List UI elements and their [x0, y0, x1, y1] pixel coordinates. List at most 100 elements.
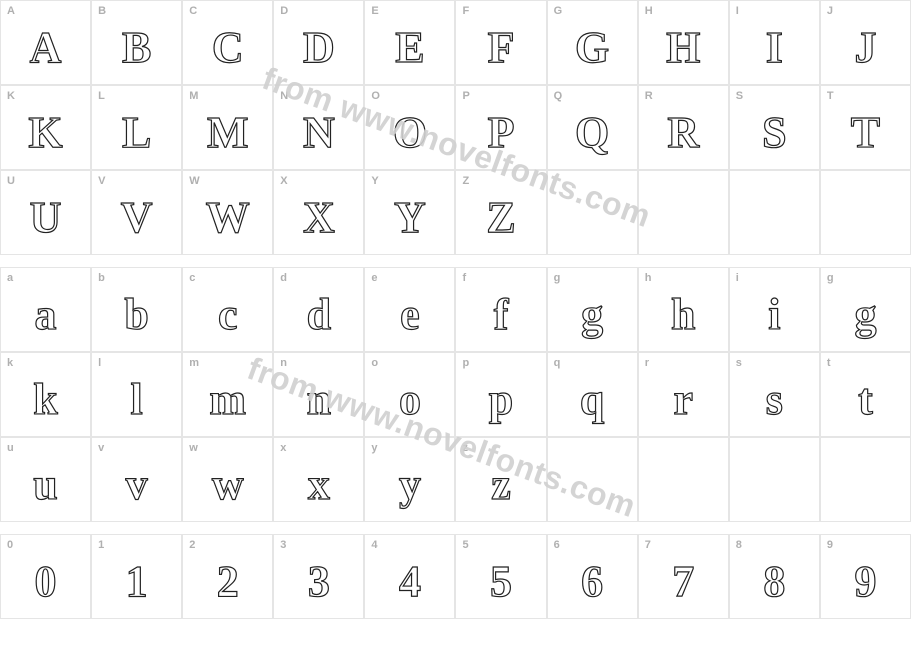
- cell-key: 4: [371, 539, 377, 551]
- cell-key: W: [189, 175, 199, 187]
- cell-glyph: m: [209, 378, 246, 422]
- cell-glyph: p: [489, 378, 513, 422]
- glyph-cell: GG: [547, 0, 638, 85]
- glyph-cell: [638, 437, 729, 522]
- cell-glyph: O: [393, 111, 427, 155]
- cell-key: T: [827, 90, 834, 102]
- cell-glyph: 3: [308, 560, 330, 604]
- glyph-cell: DD: [273, 0, 364, 85]
- cell-key: I: [736, 5, 739, 17]
- cell-key: g: [554, 272, 561, 284]
- glyph-cell: HH: [638, 0, 729, 85]
- cell-glyph: A: [30, 26, 62, 70]
- glyph-cell: 00: [0, 534, 91, 619]
- cell-key: F: [462, 5, 469, 17]
- cell-glyph: P: [488, 111, 515, 155]
- cell-glyph: B: [122, 26, 151, 70]
- cell-key: K: [7, 90, 15, 102]
- cell-key: X: [280, 175, 287, 187]
- cell-key: c: [189, 272, 195, 284]
- cell-glyph: x: [308, 463, 330, 507]
- glyph-cell: cc: [182, 267, 273, 352]
- cell-glyph: o: [399, 378, 421, 422]
- cell-key: u: [7, 442, 14, 454]
- cell-key: a: [7, 272, 13, 284]
- cell-key: v: [98, 442, 104, 454]
- cell-key: 8: [736, 539, 742, 551]
- glyph-row: 00112233445566778899: [0, 534, 911, 619]
- glyph-cell: dd: [273, 267, 364, 352]
- cell-glyph: z: [491, 463, 511, 507]
- glyph-cell: ZZ: [455, 170, 546, 255]
- glyph-cell: uu: [0, 437, 91, 522]
- cell-key: f: [462, 272, 466, 284]
- cell-glyph: d: [307, 293, 331, 337]
- cell-glyph: g: [854, 293, 876, 337]
- cell-key: o: [371, 357, 378, 369]
- cell-glyph: 0: [35, 560, 57, 604]
- cell-key: C: [189, 5, 197, 17]
- cell-key: y: [371, 442, 377, 454]
- cell-glyph: l: [131, 378, 143, 422]
- section-lowercase: aabbccddeeffgghhiiggkkllmmnnooppqqrrsstt…: [0, 267, 911, 522]
- glyph-cell: WW: [182, 170, 273, 255]
- cell-glyph: 5: [490, 560, 512, 604]
- cell-key: S: [736, 90, 743, 102]
- glyph-cell: VV: [91, 170, 182, 255]
- cell-glyph: T: [851, 111, 880, 155]
- cell-key: 6: [554, 539, 560, 551]
- cell-key: m: [189, 357, 199, 369]
- glyph-cell: BB: [91, 0, 182, 85]
- glyph-cell: SS: [729, 85, 820, 170]
- glyph-cell: 55: [455, 534, 546, 619]
- glyph-row: aabbccddeeffgghhiigg: [0, 267, 911, 352]
- glyph-cell: [729, 437, 820, 522]
- cell-key: h: [645, 272, 652, 284]
- glyph-cell: TT: [820, 85, 911, 170]
- cell-glyph: J: [854, 26, 876, 70]
- cell-glyph: 2: [217, 560, 239, 604]
- cell-glyph: V: [121, 196, 153, 240]
- glyph-row: uuvvwwxxyyzz: [0, 437, 911, 522]
- glyph-cell: II: [729, 0, 820, 85]
- cell-key: x: [280, 442, 286, 454]
- glyph-cell: RR: [638, 85, 729, 170]
- glyph-cell: OO: [364, 85, 455, 170]
- cell-glyph: a: [35, 293, 57, 337]
- glyph-cell: 44: [364, 534, 455, 619]
- glyph-cell: qq: [547, 352, 638, 437]
- cell-key: q: [554, 357, 561, 369]
- cell-glyph: 1: [126, 560, 148, 604]
- glyph-row: AABBCCDDEEFFGGHHIIJJ: [0, 0, 911, 85]
- cell-key: 0: [7, 539, 13, 551]
- glyph-row: kkllmmnnooppqqrrsstt: [0, 352, 911, 437]
- section-spacer: [0, 255, 911, 267]
- glyph-cell: NN: [273, 85, 364, 170]
- cell-glyph: k: [33, 378, 57, 422]
- glyph-cell: 33: [273, 534, 364, 619]
- cell-key: e: [371, 272, 377, 284]
- cell-glyph: 8: [763, 560, 785, 604]
- cell-glyph: Q: [575, 111, 609, 155]
- cell-key: p: [462, 357, 469, 369]
- section-spacer: [0, 522, 911, 534]
- cell-glyph: s: [766, 378, 783, 422]
- cell-glyph: G: [575, 26, 609, 70]
- glyph-cell: ss: [729, 352, 820, 437]
- cell-key: R: [645, 90, 653, 102]
- cell-glyph: K: [28, 111, 62, 155]
- cell-glyph: 6: [581, 560, 603, 604]
- glyph-cell: PP: [455, 85, 546, 170]
- glyph-cell: oo: [364, 352, 455, 437]
- cell-key: g: [827, 272, 834, 284]
- cell-key: D: [280, 5, 288, 17]
- cell-key: l: [98, 357, 101, 369]
- cell-key: L: [98, 90, 105, 102]
- cell-key: O: [371, 90, 380, 102]
- cell-glyph: H: [666, 26, 700, 70]
- glyph-cell: bb: [91, 267, 182, 352]
- glyph-cell: [820, 170, 911, 255]
- glyph-cell: MM: [182, 85, 273, 170]
- glyph-cell: CC: [182, 0, 273, 85]
- glyph-cell: 22: [182, 534, 273, 619]
